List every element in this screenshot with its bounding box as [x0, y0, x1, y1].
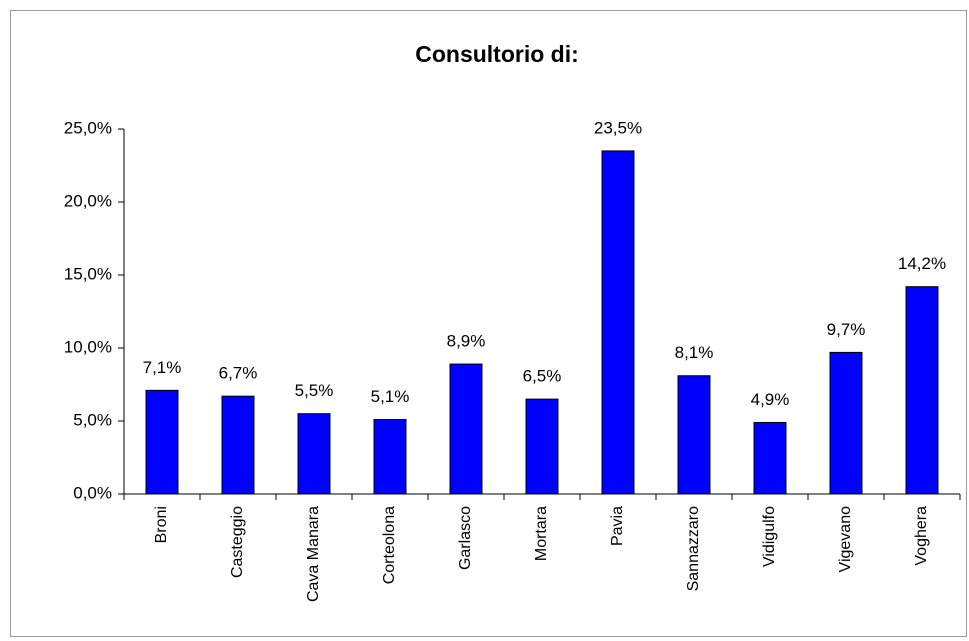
- bar: [297, 413, 331, 495]
- bar: [829, 351, 863, 495]
- x-tick-label: Mortara: [533, 506, 550, 561]
- y-tick-label: 0,0%: [73, 483, 112, 502]
- bar: [601, 150, 635, 495]
- bar: [525, 398, 559, 495]
- x-tick-label: Broni: [153, 506, 170, 543]
- bar: [373, 419, 407, 495]
- x-tick-label: Garlasco: [457, 506, 474, 570]
- value-label: 8,9%: [447, 332, 486, 351]
- bar: [221, 395, 255, 495]
- bar: [145, 389, 179, 495]
- bar: [677, 375, 711, 495]
- x-tick-label: Sannazzaro: [685, 506, 702, 591]
- value-label: 8,1%: [675, 343, 714, 362]
- value-label: 6,5%: [523, 367, 562, 386]
- x-tick-label: Vigevano: [837, 506, 854, 573]
- bar: [753, 421, 787, 495]
- value-label: 6,7%: [219, 364, 258, 383]
- chart-title: Consultorio di:: [415, 41, 579, 67]
- value-label: 5,5%: [295, 381, 334, 400]
- y-tick-label: 25,0%: [64, 118, 112, 137]
- x-tick-label: Pavia: [609, 506, 626, 546]
- y-tick-label: 5,0%: [73, 410, 112, 429]
- x-tick-label: Cava Manara: [305, 506, 322, 602]
- y-tick-label: 10,0%: [64, 337, 112, 356]
- value-label: 9,7%: [827, 320, 866, 339]
- y-tick-label: 15,0%: [64, 264, 112, 283]
- y-tick-label: 20,0%: [64, 191, 112, 210]
- chart-border: [10, 10, 967, 637]
- x-tick-label: Casteggio: [229, 506, 246, 578]
- value-label: 23,5%: [594, 118, 642, 137]
- x-tick-label: Voghera: [913, 506, 930, 566]
- value-label: 7,1%: [143, 358, 182, 377]
- bar: [905, 286, 939, 495]
- value-label: 14,2%: [898, 254, 946, 273]
- value-label: 5,1%: [371, 387, 410, 406]
- x-tick-label: Vidigulfo: [761, 506, 778, 567]
- bar: [449, 363, 483, 495]
- value-label: 4,9%: [751, 390, 790, 409]
- x-tick-label: Corteolona: [381, 506, 398, 584]
